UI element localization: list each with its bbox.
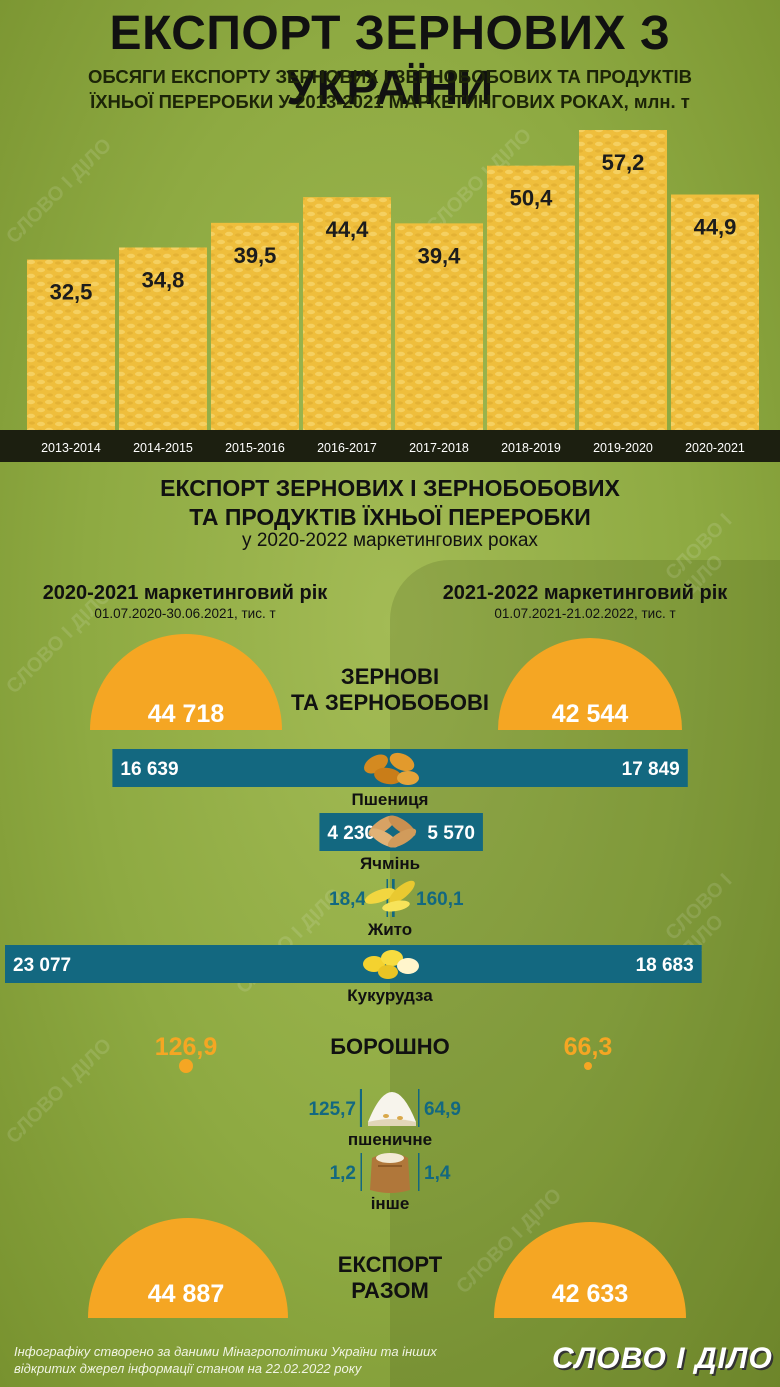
x-tick-label: 2019-2020 — [593, 441, 653, 455]
page-subtitle: ОБСЯГИ ЕКСПОРТУ ЗЕРНОВИХ І ЗЕРНОБОБОВИХ … — [20, 64, 760, 114]
right-column-date: 01.07.2021-21.02.2022, тис. т — [494, 606, 676, 621]
section-title-line: ЕКСПОРТ ЗЕРНОВИХ І ЗЕРНОБОБОВИХ — [160, 475, 620, 501]
x-tick-label: 2013-2014 — [41, 441, 101, 455]
x-tick-label: 2020-2021 — [685, 441, 745, 455]
bar-2020-2021 — [671, 194, 759, 430]
bar-2013-2014 — [27, 259, 115, 430]
bar-value-label: 44,9 — [694, 215, 737, 240]
bar-value-label: 32,5 — [50, 280, 93, 305]
bar-value-label: 57,2 — [602, 150, 645, 175]
section-title: ЕКСПОРТ ЗЕРНОВИХ І ЗЕРНОБОБОВИХ ТА ПРОДУ… — [0, 474, 780, 532]
total-section-label: ЕКСПОРТ РАЗОМ — [290, 1252, 490, 1304]
x-tick-label: 2016-2017 — [317, 441, 377, 455]
flour-section-label: БОРОШНО — [330, 1034, 450, 1059]
bar-value-label: 50,4 — [510, 186, 554, 211]
bar-2015-2016 — [211, 222, 299, 430]
left-column-date: 01.07.2020-30.06.2021, тис. т — [94, 606, 276, 621]
section-subtitle: у 2020-2022 маркетингових роках — [242, 530, 538, 551]
bar-2016-2017 — [303, 197, 391, 430]
bar-value-label: 39,5 — [234, 243, 277, 268]
bar-value-label: 44,4 — [326, 217, 370, 242]
grains-section-label: ЗЕРНОВІ ТА ЗЕРНОБОБОВІ — [290, 664, 490, 716]
bar-2019-2020 — [579, 130, 667, 430]
axis-band — [0, 430, 780, 462]
annual-export-bar-chart: 32,5 2013-2014 34,8 2014-2015 39,5 2015-2016 4… — [0, 130, 780, 462]
left-column-heading: 2020-2021 маркетинговий рік — [42, 582, 328, 604]
bar-2017-2018 — [395, 223, 483, 430]
x-tick-label: 2018-2019 — [501, 441, 561, 455]
label-line: ЕКСПОРТ — [337, 1252, 443, 1277]
bar-value-label: 34,8 — [142, 267, 185, 292]
x-tick-label: 2015-2016 — [225, 441, 285, 455]
section-title-line: ТА ПРОДУКТІВ ЇХНЬОЇ ПЕРЕРОБКИ — [189, 504, 591, 530]
bar-2014-2015 — [119, 247, 207, 430]
bar-2018-2019 — [487, 165, 575, 430]
label-line: ЗЕРНОВІ — [340, 664, 440, 689]
source-note: Інфографіку створено за даними Мінагропо… — [14, 1343, 437, 1377]
source-line: відкритих джерел інформації станом на 22… — [14, 1361, 362, 1376]
brand-logo: СЛОВО І ДІЛО — [552, 1342, 773, 1375]
source-line: Інфографіку створено за даними Мінагропо… — [14, 1344, 437, 1359]
bar-value-label: 39,4 — [418, 243, 462, 268]
x-tick-label: 2014-2015 — [133, 441, 193, 455]
page-title: ЕКСПОРТ ЗЕРНОВИХ З УКРАЇНИ — [109, 7, 671, 115]
label-line: РАЗОМ — [351, 1278, 429, 1303]
right-column-heading: 2021-2022 маркетинговий рік — [442, 582, 728, 604]
subtitle-line: ОБСЯГИ ЕКСПОРТУ ЗЕРНОВИХ І ЗЕРНОБОБОВИХ … — [87, 66, 693, 87]
subtitle-line: ЇХНЬОЇ ПЕРЕРОБКИ У 2013-2021 МАРКЕТИНГОВ… — [90, 91, 690, 112]
x-tick-label: 2017-2018 — [409, 441, 469, 455]
label-line: ТА ЗЕРНОБОБОВІ — [290, 690, 490, 715]
